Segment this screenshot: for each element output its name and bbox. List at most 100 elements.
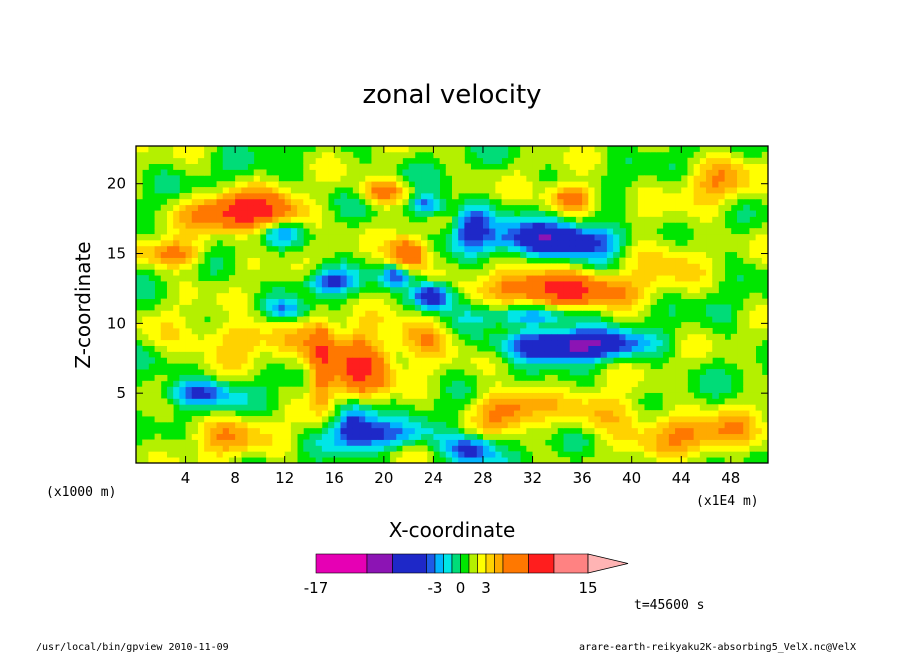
field-cell (421, 245, 428, 253)
field-cell (687, 351, 695, 358)
field-cell (328, 263, 335, 270)
field-cell (247, 234, 255, 241)
colorbar-label: -3 (428, 579, 443, 597)
field-cell (365, 322, 372, 329)
field-cell (693, 322, 701, 329)
field-cell (166, 275, 174, 282)
field-cell (408, 239, 416, 247)
field-cell (520, 281, 527, 288)
field-cell (470, 228, 478, 235)
field-cell (761, 416, 769, 423)
field-cell (631, 210, 639, 217)
field-cell (718, 245, 726, 253)
field-cell (563, 239, 571, 247)
field-cell (699, 286, 707, 294)
field-cell (501, 421, 509, 429)
field-cell (464, 234, 471, 241)
field-cell (222, 286, 230, 294)
field-cell (204, 380, 211, 388)
field-cell (513, 163, 521, 170)
field-cell (414, 269, 422, 276)
field-cell (538, 439, 546, 446)
field-cell (743, 380, 750, 388)
field-cell (706, 416, 713, 423)
field-cell (761, 263, 769, 270)
field-cell (458, 222, 465, 229)
field-cell (470, 257, 478, 264)
field-cell (706, 251, 713, 258)
field-cell (507, 198, 515, 206)
field-cell (309, 239, 317, 247)
field-cell (538, 239, 546, 247)
field-cell (631, 216, 639, 223)
field-cell (222, 433, 230, 440)
field-cell (730, 451, 738, 458)
field-cell (185, 457, 193, 464)
field-cell (619, 239, 626, 247)
field-cell (600, 404, 608, 411)
field-cell (390, 380, 397, 388)
field-cell (315, 333, 323, 341)
field-cell (259, 327, 267, 335)
field-cell (433, 322, 441, 329)
field-cell (712, 310, 719, 317)
field-cell (352, 263, 360, 270)
field-cell (148, 257, 155, 264)
field-cell (160, 416, 168, 423)
field-cell (359, 316, 366, 323)
field-cell (371, 222, 379, 229)
field-cell (421, 404, 428, 411)
field-cell (179, 286, 186, 294)
field-cell (235, 275, 242, 282)
field-cell (668, 439, 676, 446)
field-cell (644, 222, 651, 229)
field-cell (266, 427, 273, 435)
field-cell (284, 357, 292, 364)
field-cell (563, 445, 571, 452)
field-cell (706, 239, 713, 247)
field-cell (142, 410, 149, 417)
field-cell (557, 316, 564, 323)
field-cell (495, 316, 502, 323)
field-cell (563, 339, 571, 346)
field-cell (185, 327, 193, 335)
field-cell (625, 363, 633, 370)
field-cell (259, 316, 267, 323)
field-cell (650, 239, 657, 247)
field-cell (173, 257, 180, 264)
field-cell (755, 163, 763, 170)
field-cell (557, 263, 564, 270)
field-cell (346, 427, 354, 435)
field-cell (390, 451, 397, 458)
field-cell (222, 222, 230, 229)
field-cell (179, 210, 186, 217)
field-cell (383, 339, 391, 346)
field-cell (718, 228, 726, 235)
field-cell (377, 380, 385, 388)
field-cell (582, 363, 589, 370)
field-cell (253, 187, 261, 194)
field-cell (749, 439, 757, 446)
field-cell (253, 351, 261, 358)
field-cell (204, 374, 211, 382)
field-cell (166, 216, 174, 223)
field-cell (359, 345, 366, 352)
field-cell (241, 345, 248, 352)
field-cell (526, 216, 533, 223)
field-cell (154, 263, 162, 270)
field-cell (210, 222, 217, 229)
field-cell (359, 163, 366, 170)
field-cell (662, 439, 670, 446)
field-cell (538, 187, 546, 194)
field-cell (290, 210, 298, 217)
field-cell (755, 239, 763, 247)
field-cell (266, 192, 273, 200)
field-cell (668, 269, 676, 276)
field-cell (383, 234, 391, 241)
field-cell (433, 316, 441, 323)
field-cell (445, 146, 453, 153)
field-cell (656, 345, 664, 352)
field-cell (526, 292, 533, 300)
field-cell (359, 298, 366, 305)
field-cell (582, 157, 589, 165)
